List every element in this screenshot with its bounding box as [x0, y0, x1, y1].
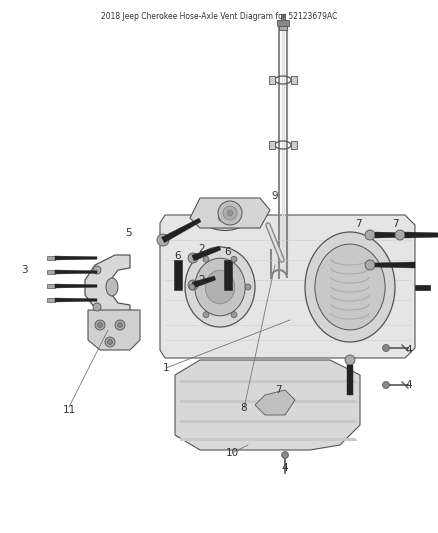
Circle shape	[117, 322, 123, 327]
Polygon shape	[190, 198, 270, 228]
Text: 5: 5	[126, 228, 132, 238]
Text: 2: 2	[199, 275, 205, 285]
Circle shape	[245, 284, 251, 290]
Circle shape	[203, 312, 209, 318]
Text: 3: 3	[21, 265, 27, 275]
Polygon shape	[47, 256, 55, 261]
Polygon shape	[291, 76, 297, 84]
Polygon shape	[347, 365, 353, 395]
Text: 6: 6	[175, 251, 181, 261]
Text: 1: 1	[162, 363, 170, 373]
Polygon shape	[192, 246, 221, 261]
Ellipse shape	[315, 244, 385, 330]
Text: 4: 4	[406, 345, 412, 355]
Circle shape	[93, 266, 101, 274]
Ellipse shape	[106, 278, 118, 296]
Polygon shape	[269, 76, 275, 84]
Circle shape	[188, 253, 198, 263]
Polygon shape	[405, 232, 438, 238]
Circle shape	[115, 320, 125, 330]
Text: 4: 4	[282, 463, 288, 473]
Text: 7: 7	[355, 219, 361, 229]
Circle shape	[189, 284, 195, 290]
Text: 6: 6	[225, 247, 231, 257]
Polygon shape	[55, 270, 97, 274]
Circle shape	[188, 280, 198, 290]
Polygon shape	[174, 260, 182, 290]
Polygon shape	[47, 297, 55, 302]
Polygon shape	[281, 14, 285, 20]
Ellipse shape	[210, 210, 240, 226]
Circle shape	[231, 312, 237, 318]
Polygon shape	[224, 260, 232, 290]
Circle shape	[107, 340, 113, 344]
Circle shape	[231, 256, 237, 262]
Circle shape	[382, 382, 389, 389]
Circle shape	[365, 260, 375, 270]
Text: 2: 2	[199, 244, 205, 254]
Text: 8: 8	[241, 403, 247, 413]
Ellipse shape	[195, 258, 245, 316]
Polygon shape	[47, 270, 55, 274]
Polygon shape	[255, 390, 295, 415]
Polygon shape	[85, 255, 130, 318]
Circle shape	[365, 230, 375, 240]
Text: 9: 9	[272, 191, 278, 201]
Circle shape	[395, 230, 405, 240]
Ellipse shape	[218, 214, 232, 222]
Polygon shape	[55, 298, 97, 302]
Circle shape	[98, 322, 102, 327]
Text: 11: 11	[62, 405, 76, 415]
Polygon shape	[180, 420, 358, 423]
Ellipse shape	[305, 232, 395, 342]
Polygon shape	[291, 141, 297, 149]
Polygon shape	[175, 360, 360, 450]
Circle shape	[223, 206, 237, 220]
Ellipse shape	[202, 206, 247, 230]
Circle shape	[345, 355, 355, 365]
Text: 10: 10	[226, 448, 239, 458]
Polygon shape	[55, 284, 97, 288]
Polygon shape	[279, 26, 287, 30]
Ellipse shape	[185, 247, 255, 327]
Text: 7: 7	[275, 385, 281, 395]
Polygon shape	[269, 141, 275, 149]
Text: 7: 7	[392, 219, 398, 229]
Polygon shape	[47, 284, 55, 288]
Polygon shape	[55, 256, 97, 260]
Polygon shape	[180, 400, 358, 403]
Polygon shape	[415, 285, 430, 290]
Text: 4: 4	[406, 380, 412, 390]
Polygon shape	[277, 20, 289, 26]
Ellipse shape	[205, 270, 235, 304]
Polygon shape	[180, 438, 358, 441]
Polygon shape	[192, 276, 215, 288]
Circle shape	[382, 344, 389, 351]
Circle shape	[227, 210, 233, 216]
Circle shape	[203, 256, 209, 262]
Circle shape	[218, 201, 242, 225]
Circle shape	[157, 234, 169, 246]
Circle shape	[282, 451, 289, 458]
Text: 2018 Jeep Cherokee Hose-Axle Vent Diagram for 52123679AC: 2018 Jeep Cherokee Hose-Axle Vent Diagra…	[101, 12, 337, 21]
Circle shape	[105, 337, 115, 347]
Polygon shape	[180, 380, 358, 383]
Circle shape	[95, 320, 105, 330]
Polygon shape	[162, 218, 201, 243]
Circle shape	[93, 303, 101, 311]
Polygon shape	[160, 215, 415, 358]
Polygon shape	[375, 232, 412, 238]
Polygon shape	[375, 262, 415, 268]
Polygon shape	[88, 310, 140, 350]
